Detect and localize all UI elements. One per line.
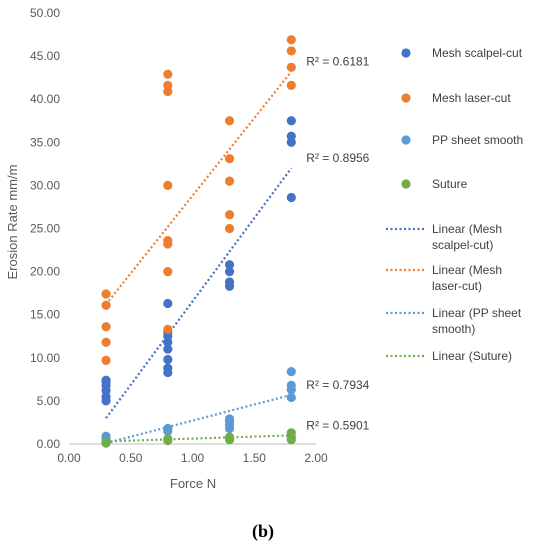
x-tick-label: 1.00 [181, 451, 205, 465]
data-point [286, 428, 296, 438]
data-point [163, 363, 173, 373]
data-point [286, 366, 296, 377]
trendlines [105, 70, 293, 445]
r2-label: R² = 0.5901 [306, 418, 369, 432]
data-point [101, 322, 111, 332]
legend-marker [401, 135, 411, 145]
y-axis-label: Erosion Rate mm/m [5, 165, 20, 280]
data-point [286, 192, 296, 203]
data-point [163, 298, 173, 309]
data-point [224, 260, 235, 270]
data-point [286, 116, 296, 126]
trendline [105, 70, 293, 306]
y-tick-label: 15.00 [30, 308, 60, 322]
x-tick-label: 1.50 [243, 451, 267, 465]
data-point [101, 289, 111, 299]
data-point [101, 337, 111, 347]
panel-label: (b) [252, 521, 274, 542]
data-point [163, 267, 173, 277]
data-point [224, 223, 235, 234]
y-tick-label: 40.00 [30, 92, 60, 106]
legend-label: Suture [432, 177, 468, 191]
y-tick-label: 5.00 [37, 394, 61, 408]
data-point [163, 354, 173, 365]
data-point [286, 35, 296, 45]
r2-label: R² = 0.6181 [306, 55, 369, 69]
data-point [224, 267, 235, 277]
y-tick-label: 20.00 [30, 265, 60, 279]
legend-label: Linear (Mesh [432, 263, 502, 277]
data-point [286, 131, 296, 141]
legend-marker [401, 179, 411, 189]
data-point [286, 62, 296, 72]
data-point [224, 432, 235, 442]
legend: Mesh scalpel-cut Mesh laser-cut PP sheet s… [386, 46, 523, 363]
legend-label: PP sheet smooth [432, 133, 523, 147]
y-tick-label: 50.00 [30, 6, 60, 20]
data-point [163, 344, 173, 354]
data-points [101, 35, 296, 448]
data-point [163, 69, 173, 79]
r2-labels: R² = 0.8956 R² = 0.6181 R² = 0.7934 R² = 0.… [306, 55, 369, 433]
x-tick-label: 0.50 [119, 451, 143, 465]
data-point [163, 180, 173, 190]
r2-label: R² = 0.8956 [306, 151, 369, 165]
data-point [286, 380, 296, 390]
y-tick-label: 45.00 [30, 49, 60, 63]
legend-label: laser-cut) [432, 279, 482, 293]
legend-label: Mesh laser-cut [432, 91, 511, 105]
axes: 0.00 5.00 10.00 15.00 20.00 25.00 30.00 35.00 40… [30, 6, 328, 465]
legend-label: scalpel-cut) [432, 238, 493, 252]
data-point [163, 235, 173, 246]
legend-label: Linear (Suture) [432, 349, 512, 363]
trendline [105, 393, 292, 445]
legend-label: Linear (Mesh [432, 222, 502, 236]
data-point [101, 375, 111, 385]
data-point [224, 210, 235, 220]
y-tick-label: 35.00 [30, 135, 60, 149]
data-point [101, 355, 111, 365]
data-point [163, 80, 173, 91]
legend-label: Mesh scalpel-cut [432, 46, 523, 60]
data-point [101, 300, 111, 310]
legend-marker [401, 93, 411, 103]
data-point [224, 176, 235, 186]
y-tick-label: 30.00 [30, 178, 60, 192]
data-point [101, 437, 111, 447]
y-tick-label: 0.00 [37, 437, 61, 451]
data-point [286, 80, 296, 91]
data-point [286, 392, 296, 403]
data-point [163, 423, 173, 434]
x-tick-label: 2.00 [304, 451, 328, 465]
data-point [224, 116, 235, 126]
y-tick-label: 10.00 [30, 351, 60, 365]
data-point [224, 154, 235, 164]
legend-label: Linear (PP sheet [432, 306, 522, 320]
legend-marker [401, 48, 411, 58]
legend-label: smooth) [432, 322, 475, 336]
x-axis-label: Force N [170, 476, 216, 491]
data-point [224, 414, 235, 424]
r2-label: R² = 0.7934 [306, 378, 369, 392]
data-point [163, 434, 173, 444]
trendline [106, 434, 292, 443]
data-point [286, 46, 296, 56]
data-point [224, 277, 235, 287]
x-tick-label: 0.00 [57, 451, 81, 465]
y-tick-label: 25.00 [30, 222, 60, 236]
data-point [163, 324, 173, 334]
